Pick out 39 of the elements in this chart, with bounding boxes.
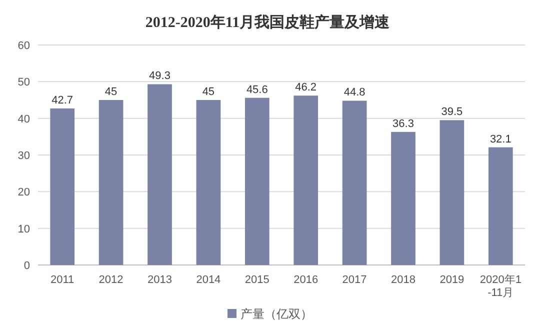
bar bbox=[244, 98, 270, 265]
bar bbox=[50, 108, 75, 265]
bar bbox=[148, 84, 172, 265]
y-tick-label: 50 bbox=[18, 76, 30, 89]
data-label: 49.3 bbox=[149, 70, 170, 82]
x-tick-label: 2013 bbox=[148, 274, 172, 286]
x-tick-label: 2016 bbox=[294, 274, 318, 286]
y-tick-label: 10 bbox=[18, 223, 30, 236]
data-label: 36.3 bbox=[392, 118, 414, 130]
x-tick-label: 2015 bbox=[244, 274, 270, 286]
bar bbox=[391, 132, 416, 265]
data-label: 44.8 bbox=[344, 86, 366, 99]
data-label: 39.5 bbox=[441, 106, 463, 118]
x-tick-label: 2014 bbox=[196, 274, 221, 286]
bar bbox=[440, 120, 464, 265]
x-tick-label: 2011 bbox=[50, 274, 74, 286]
bar bbox=[98, 100, 124, 265]
y-tick-label: 60 bbox=[18, 40, 30, 52]
x-tick-label: 2012 bbox=[98, 274, 124, 286]
data-label: 42.7 bbox=[52, 94, 74, 106]
data-label: 32.1 bbox=[490, 133, 512, 146]
y-tick-label: 40 bbox=[18, 113, 30, 126]
bar bbox=[294, 96, 318, 265]
y-tick-label: 20 bbox=[18, 186, 30, 199]
legend-label: 产量（亿双） bbox=[240, 307, 312, 321]
chart-title: 2012-2020年11月我国皮鞋产量及增速 bbox=[145, 14, 391, 31]
x-tick-label: 2019 bbox=[440, 274, 464, 286]
bar bbox=[342, 100, 367, 265]
bar bbox=[196, 100, 221, 265]
data-label: 46.2 bbox=[295, 82, 317, 94]
data-label: 45 bbox=[202, 86, 215, 98]
x-tick-label: 2020年1-11月 bbox=[480, 274, 522, 299]
y-tick-label: 0 bbox=[24, 260, 30, 272]
x-tick-label: 2017 bbox=[342, 274, 367, 286]
x-tick-label: 2018 bbox=[391, 274, 416, 286]
y-tick-label: 30 bbox=[18, 150, 30, 162]
data-label: 45.6 bbox=[246, 84, 268, 96]
data-label: 45 bbox=[104, 86, 118, 98]
bar bbox=[488, 147, 513, 265]
